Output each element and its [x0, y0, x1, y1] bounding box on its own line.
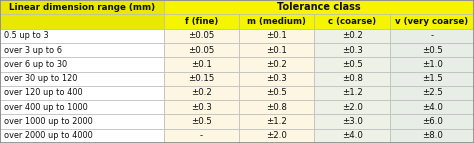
Bar	[0, 86, 164, 100]
Text: ±8.0: ±8.0	[421, 131, 443, 140]
Bar	[314, 100, 390, 114]
Bar	[239, 100, 314, 114]
Bar	[164, 86, 239, 100]
Bar	[239, 129, 314, 143]
Bar	[164, 114, 239, 129]
Bar	[239, 29, 314, 43]
Text: ±4.0: ±4.0	[342, 131, 363, 140]
Bar	[0, 100, 164, 114]
Text: ±0.5: ±0.5	[342, 60, 363, 69]
Text: ±2.5: ±2.5	[421, 89, 443, 97]
Bar	[390, 57, 474, 72]
Bar	[0, 129, 164, 143]
Bar	[314, 129, 390, 143]
Bar	[239, 114, 314, 129]
Text: ±4.0: ±4.0	[421, 103, 443, 112]
Bar	[164, 129, 239, 143]
Text: -: -	[430, 31, 434, 40]
Text: ±2.0: ±2.0	[342, 103, 363, 112]
Bar	[0, 72, 164, 86]
Text: Linear dimension range (mm): Linear dimension range (mm)	[9, 3, 155, 12]
Text: 0.5 up to 3: 0.5 up to 3	[4, 31, 48, 40]
Text: ±0.5: ±0.5	[421, 46, 443, 54]
Text: ±1.2: ±1.2	[266, 117, 287, 126]
Text: ±0.1: ±0.1	[266, 46, 287, 54]
Bar	[0, 57, 164, 72]
Bar	[390, 129, 474, 143]
Bar	[390, 114, 474, 129]
Bar	[239, 86, 314, 100]
Bar	[0, 114, 164, 129]
Bar	[314, 114, 390, 129]
Text: over 2000 up to 4000: over 2000 up to 4000	[4, 131, 92, 140]
Text: ±3.0: ±3.0	[342, 117, 363, 126]
Text: over 120 up to 400: over 120 up to 400	[4, 89, 82, 97]
Bar	[390, 14, 474, 29]
Text: ±1.2: ±1.2	[342, 89, 363, 97]
Bar	[390, 100, 474, 114]
Text: ±0.2: ±0.2	[266, 60, 287, 69]
Text: ±2.0: ±2.0	[266, 131, 287, 140]
Bar	[164, 29, 239, 43]
Bar	[239, 43, 314, 57]
Text: ±0.3: ±0.3	[342, 46, 363, 54]
Bar	[164, 14, 239, 29]
Bar	[0, 0, 164, 14]
Text: ±0.1: ±0.1	[266, 31, 287, 40]
Bar	[314, 72, 390, 86]
Text: ±0.05: ±0.05	[188, 46, 215, 54]
Text: over 1000 up to 2000: over 1000 up to 2000	[4, 117, 92, 126]
Text: over 6 up to 30: over 6 up to 30	[4, 60, 67, 69]
Text: ±1.0: ±1.0	[421, 60, 443, 69]
Text: f (fine): f (fine)	[185, 17, 218, 26]
Text: ±0.8: ±0.8	[266, 103, 287, 112]
Text: over 30 up to 120: over 30 up to 120	[4, 74, 77, 83]
Bar	[314, 57, 390, 72]
Bar	[314, 86, 390, 100]
Bar	[390, 86, 474, 100]
Text: ±6.0: ±6.0	[421, 117, 443, 126]
Bar	[0, 14, 164, 29]
Text: ±0.1: ±0.1	[191, 60, 212, 69]
Text: m (medium): m (medium)	[247, 17, 306, 26]
Bar	[164, 0, 474, 14]
Text: -: -	[200, 131, 203, 140]
Bar	[390, 72, 474, 86]
Bar	[0, 29, 164, 43]
Text: Tolerance class: Tolerance class	[277, 2, 361, 12]
Bar	[390, 29, 474, 43]
Text: ±0.2: ±0.2	[342, 31, 363, 40]
Text: ±0.5: ±0.5	[266, 89, 287, 97]
Bar	[164, 57, 239, 72]
Text: ±0.05: ±0.05	[188, 31, 215, 40]
Bar	[164, 43, 239, 57]
Text: over 3 up to 6: over 3 up to 6	[4, 46, 62, 54]
Text: ±0.5: ±0.5	[191, 117, 212, 126]
Bar	[314, 43, 390, 57]
Bar	[314, 14, 390, 29]
Bar	[390, 43, 474, 57]
Bar	[164, 72, 239, 86]
Text: ±0.2: ±0.2	[191, 89, 212, 97]
Text: v (very coarse): v (very coarse)	[395, 17, 469, 26]
Text: ±1.5: ±1.5	[421, 74, 443, 83]
Bar	[239, 57, 314, 72]
Bar	[0, 43, 164, 57]
Text: ±0.8: ±0.8	[342, 74, 363, 83]
Bar	[239, 14, 314, 29]
Text: over 400 up to 1000: over 400 up to 1000	[4, 103, 88, 112]
Text: ±0.15: ±0.15	[188, 74, 215, 83]
Bar	[239, 72, 314, 86]
Bar	[164, 100, 239, 114]
Text: ±0.3: ±0.3	[191, 103, 212, 112]
Text: c (coarse): c (coarse)	[328, 17, 376, 26]
Text: ±0.3: ±0.3	[266, 74, 287, 83]
Bar	[314, 29, 390, 43]
